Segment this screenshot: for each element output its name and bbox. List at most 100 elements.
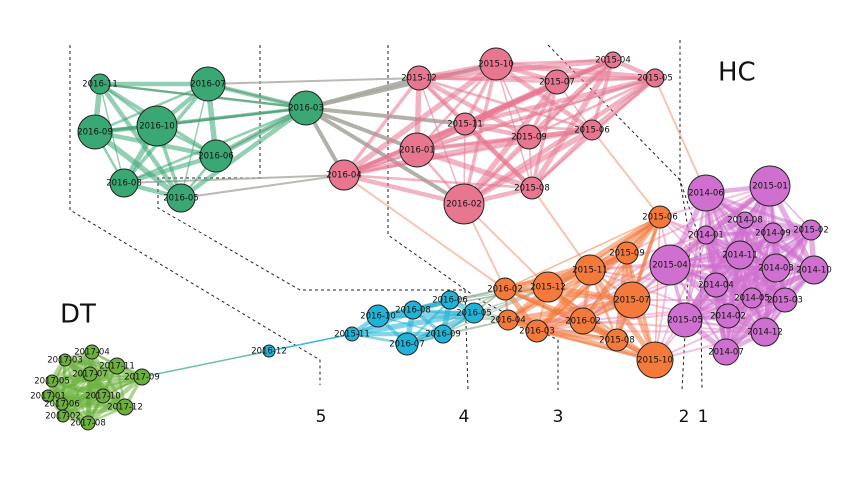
node-label: 2015-08 xyxy=(514,184,550,194)
edge xyxy=(416,147,533,191)
node-label: 2014-12 xyxy=(747,328,783,338)
partition-line xyxy=(69,45,321,385)
node-label: 2015-06 xyxy=(642,213,678,223)
node-label: 2014-04 xyxy=(698,281,734,291)
node xyxy=(761,253,791,283)
node xyxy=(395,332,419,356)
node-label: 2015-11 xyxy=(334,330,370,340)
node-label: 2015-08 xyxy=(599,336,635,346)
node xyxy=(725,240,755,270)
node xyxy=(741,287,763,309)
node-label: 2016-10 xyxy=(139,122,175,132)
edge xyxy=(463,122,534,190)
node-label: 2016-12 xyxy=(251,347,287,357)
edge xyxy=(180,83,209,199)
node-label: 2015-01 xyxy=(752,182,788,192)
edge xyxy=(179,106,308,200)
node-label: 2016-10 xyxy=(360,312,396,322)
node xyxy=(696,225,716,245)
node-label: 2014-08 xyxy=(727,216,763,226)
node xyxy=(84,344,100,360)
edge xyxy=(536,329,656,362)
cut-label: 2 xyxy=(679,407,690,427)
edge xyxy=(654,77,707,194)
node-label: 2014-09 xyxy=(755,229,791,239)
node-label: 2015-06 xyxy=(574,126,610,136)
edge xyxy=(705,191,812,232)
node xyxy=(532,271,564,303)
edge xyxy=(51,374,143,384)
partition-line xyxy=(387,45,559,390)
node-label: 2017-11 xyxy=(99,362,135,372)
node xyxy=(190,66,226,102)
edge xyxy=(141,350,270,378)
node xyxy=(649,244,691,286)
edge xyxy=(93,129,183,201)
cut-label: 3 xyxy=(553,407,564,427)
node-label: 2015-04 xyxy=(595,56,631,66)
edge xyxy=(94,106,307,134)
node-label: 2014-01 xyxy=(688,231,724,241)
node xyxy=(648,205,672,229)
node-label: 2015-07 xyxy=(539,78,575,88)
node-label: 2016-03 xyxy=(519,327,555,337)
cut-label: 5 xyxy=(316,407,327,427)
node-label: 2016-03 xyxy=(288,104,324,114)
node xyxy=(288,90,324,126)
node-label: 2015-07 xyxy=(614,296,650,306)
node xyxy=(77,114,113,150)
node xyxy=(581,119,603,141)
edge xyxy=(416,63,497,151)
cut-label: 1 xyxy=(698,407,709,427)
node xyxy=(58,353,72,367)
node-label: 2017-03 xyxy=(47,356,83,366)
node xyxy=(45,374,59,388)
node-label: 2015-12 xyxy=(401,74,437,84)
node xyxy=(366,304,390,328)
node xyxy=(56,409,70,423)
edge xyxy=(506,251,629,322)
node-label: 2016-02 xyxy=(487,285,523,295)
edge xyxy=(654,331,766,361)
node-label: 2016-08 xyxy=(395,306,431,316)
node-label: 2016-05 xyxy=(456,309,492,319)
node xyxy=(613,281,651,319)
node-label: 2016-06 xyxy=(432,296,468,306)
node xyxy=(109,168,139,198)
node-label: 2017-05 xyxy=(34,377,70,387)
node-label: 2017-04 xyxy=(74,348,110,358)
node xyxy=(520,176,544,200)
node-label: 2016-07 xyxy=(190,80,226,90)
node-label: 2017-06 xyxy=(44,400,80,410)
edge xyxy=(207,77,420,85)
node xyxy=(605,328,629,352)
node-label: 2014-05 xyxy=(734,294,770,304)
edge xyxy=(531,187,591,271)
node-label: 2015-03 xyxy=(767,296,803,306)
node-label: 2015-09 xyxy=(511,133,547,143)
node-label: 2014-02 xyxy=(710,312,746,322)
node-label: 2015-10 xyxy=(637,356,673,366)
node xyxy=(497,309,519,331)
node xyxy=(569,307,597,335)
edge xyxy=(536,328,618,343)
edge xyxy=(504,286,633,303)
node xyxy=(443,183,485,225)
node-label: 2017-10 xyxy=(85,392,121,402)
node-label: 2017-07 xyxy=(72,370,108,380)
node-label: 2016-02 xyxy=(446,200,482,210)
node xyxy=(712,338,740,366)
node xyxy=(433,324,453,344)
edge xyxy=(305,106,466,126)
node xyxy=(406,65,432,91)
edge xyxy=(462,63,498,205)
node-label: 2017-12 xyxy=(107,403,143,413)
node xyxy=(749,165,791,207)
edge xyxy=(305,106,418,152)
node xyxy=(687,174,725,212)
edge xyxy=(591,129,661,218)
node xyxy=(493,277,517,301)
node xyxy=(41,389,55,403)
node xyxy=(80,415,96,431)
node-label: 2016-05 xyxy=(163,194,199,204)
